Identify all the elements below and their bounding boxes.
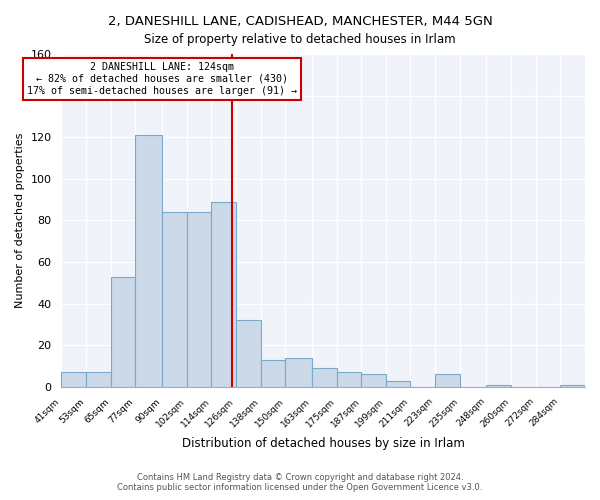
Y-axis label: Number of detached properties: Number of detached properties xyxy=(15,132,25,308)
Text: Contains HM Land Registry data © Crown copyright and database right 2024.
Contai: Contains HM Land Registry data © Crown c… xyxy=(118,473,482,492)
Bar xyxy=(187,212,211,387)
Bar xyxy=(487,385,511,387)
Bar xyxy=(136,135,162,387)
Bar xyxy=(361,374,386,387)
Text: 2 DANESHILL LANE: 124sqm
← 82% of detached houses are smaller (430)
17% of semi-: 2 DANESHILL LANE: 124sqm ← 82% of detach… xyxy=(27,62,297,96)
Bar xyxy=(337,372,361,387)
Text: 2, DANESHILL LANE, CADISHEAD, MANCHESTER, M44 5GN: 2, DANESHILL LANE, CADISHEAD, MANCHESTER… xyxy=(107,15,493,28)
Bar xyxy=(211,202,236,387)
Bar xyxy=(236,320,260,387)
Bar xyxy=(312,368,337,387)
Bar xyxy=(162,212,187,387)
Bar xyxy=(386,380,410,387)
X-axis label: Distribution of detached houses by size in Irlam: Distribution of detached houses by size … xyxy=(182,437,464,450)
Bar xyxy=(560,385,585,387)
Bar xyxy=(435,374,460,387)
Bar xyxy=(61,372,86,387)
Bar xyxy=(260,360,285,387)
Bar xyxy=(285,358,312,387)
Bar xyxy=(86,372,110,387)
Bar xyxy=(110,276,136,387)
Text: Size of property relative to detached houses in Irlam: Size of property relative to detached ho… xyxy=(144,32,456,46)
